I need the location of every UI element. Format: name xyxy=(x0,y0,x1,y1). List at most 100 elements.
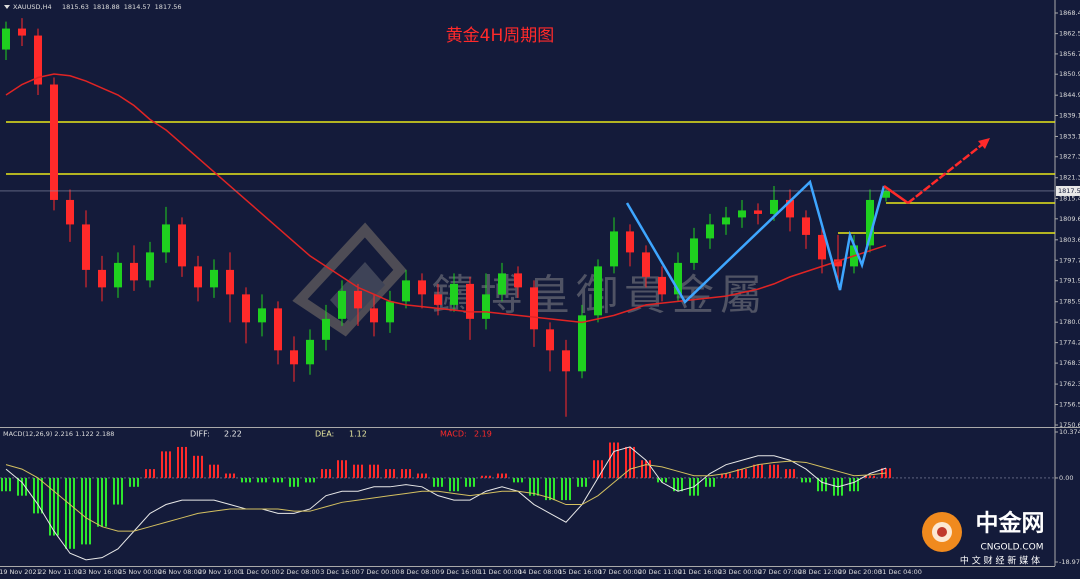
x-tick-label: 27 Dec 07:00 xyxy=(758,568,802,576)
x-tick-label: 1 Dec 00:00 xyxy=(240,568,280,576)
candle-body xyxy=(418,280,426,295)
candle-body xyxy=(18,28,26,36)
y-tick-label: 1785.90 xyxy=(1059,298,1080,306)
readout-value: 1.12 xyxy=(349,430,367,439)
candle-body xyxy=(66,199,74,225)
candle-body xyxy=(546,329,554,351)
menu-arrow xyxy=(4,5,10,9)
candle-body xyxy=(370,308,378,323)
y-tick-label: 1839.15 xyxy=(1059,111,1080,119)
y-tick-label: 1868.45 xyxy=(1059,9,1080,17)
candle-body xyxy=(866,199,874,246)
readout-value: 2.22 xyxy=(224,430,242,439)
candle-body xyxy=(322,318,330,340)
moving-average xyxy=(5,73,887,324)
y-tick-label: 1844.95 xyxy=(1059,91,1080,99)
candle-body xyxy=(738,210,746,218)
candle-body xyxy=(274,308,282,351)
candle-body xyxy=(530,287,538,330)
annotations xyxy=(625,138,990,304)
x-tick-label: 14 Dec 08:00 xyxy=(518,568,562,576)
candle-body xyxy=(658,276,666,295)
candle-body xyxy=(290,350,298,365)
y-tick-label: 1827.35 xyxy=(1059,153,1080,161)
y-tick-label: 1833.15 xyxy=(1059,132,1080,140)
candle-body xyxy=(818,234,826,260)
candle-body xyxy=(690,238,698,263)
y-tick-label: 1768.35 xyxy=(1059,359,1080,367)
y-tick-label: 1756.50 xyxy=(1059,401,1080,409)
candle-body xyxy=(882,190,890,198)
candle-body xyxy=(98,269,106,288)
x-tick-label: 15 Dec 16:00 xyxy=(558,568,602,576)
candle-body xyxy=(386,301,394,323)
price-header: XAUUSD,H4 xyxy=(13,3,52,11)
candle-body xyxy=(514,273,522,288)
candle-body xyxy=(802,217,810,235)
candle-body xyxy=(34,35,42,85)
candle-body xyxy=(338,290,346,319)
candle-body xyxy=(162,224,170,253)
price-header-values: 1815.63 1818.88 1814.57 1817.56 xyxy=(62,3,182,11)
candle-body xyxy=(834,259,842,267)
logo-url: CNGOLD.COM xyxy=(980,543,1043,553)
x-tick-label: 29 Dec 20:00 xyxy=(838,568,882,576)
y-tick-label: -18.975 xyxy=(1059,558,1080,566)
y-tick-label: 10.374 xyxy=(1059,428,1080,436)
candle-body xyxy=(50,84,58,200)
header-value: 1817.56 xyxy=(155,3,182,11)
candle-body xyxy=(2,28,10,50)
candle-body xyxy=(194,266,202,288)
candle-body xyxy=(642,252,650,277)
candle-body xyxy=(226,269,234,295)
y-tick-label: 1803.60 xyxy=(1059,236,1080,244)
x-tick-label: 20 Dec 11:00 xyxy=(638,568,682,576)
y-tick-label: 0.00 xyxy=(1059,474,1073,482)
header-value: 1818.88 xyxy=(93,3,120,11)
x-tick-label: 3 Dec 16:00 xyxy=(320,568,360,576)
current-price-label: 1817.56 xyxy=(1058,187,1080,195)
logo-tagline: 中 文 财 经 新 媒 体 xyxy=(960,555,1040,567)
y-tick-label: 1862.55 xyxy=(1059,30,1080,38)
candle-body xyxy=(114,262,122,288)
readout-name: DEA: xyxy=(315,430,334,439)
y-tick-label: 1815.45 xyxy=(1059,194,1080,202)
candle-body xyxy=(354,290,362,309)
arrow-annotation xyxy=(907,139,989,204)
candle-body xyxy=(402,280,410,302)
candle-body xyxy=(82,224,90,270)
candle-body xyxy=(610,231,618,267)
macd-header: MACD(12,26,9) 2.216 1.122 2.188 xyxy=(3,430,114,438)
candle-body xyxy=(258,308,266,323)
candle-body xyxy=(562,350,570,372)
header-value: 1814.57 xyxy=(124,3,151,11)
y-tick-label: 1821.35 xyxy=(1059,174,1080,182)
y-tick-label: 1780.05 xyxy=(1059,318,1080,326)
candle-body xyxy=(578,315,586,372)
candle-body xyxy=(466,283,474,319)
y-tick-label: 1856.75 xyxy=(1059,50,1080,58)
arrow-annotation xyxy=(883,184,909,205)
header-value: 1815.63 xyxy=(62,3,89,11)
arrow-head xyxy=(978,138,990,149)
y-tick-label: 1850.95 xyxy=(1059,70,1080,78)
candle-body xyxy=(498,273,506,295)
x-tick-label: 25 Nov 00:00 xyxy=(118,568,162,576)
x-tick-label: 28 Dec 12:00 xyxy=(798,568,842,576)
candle-body xyxy=(306,339,314,365)
x-tick-label: 19 Nov 2021 xyxy=(0,568,41,576)
x-tick-label: 17 Dec 00:00 xyxy=(598,568,642,576)
candle-body xyxy=(786,199,794,218)
candle-body xyxy=(674,262,682,295)
candle-body xyxy=(594,266,602,316)
candle-body xyxy=(146,252,154,281)
candle-body xyxy=(210,269,218,288)
candle-body xyxy=(130,262,138,281)
x-tick-label: 2 Dec 08:00 xyxy=(280,568,320,576)
x-tick-label: 29 Nov 19:00 xyxy=(198,568,242,576)
x-tick-label: 22 Nov 11:00 xyxy=(38,568,82,576)
y-tick-label: 1750.65 xyxy=(1059,421,1080,429)
candle-body xyxy=(722,217,730,225)
x-tick-label: 23 Dec 00:00 xyxy=(718,568,762,576)
y-tick-label: 1797.75 xyxy=(1059,256,1080,264)
